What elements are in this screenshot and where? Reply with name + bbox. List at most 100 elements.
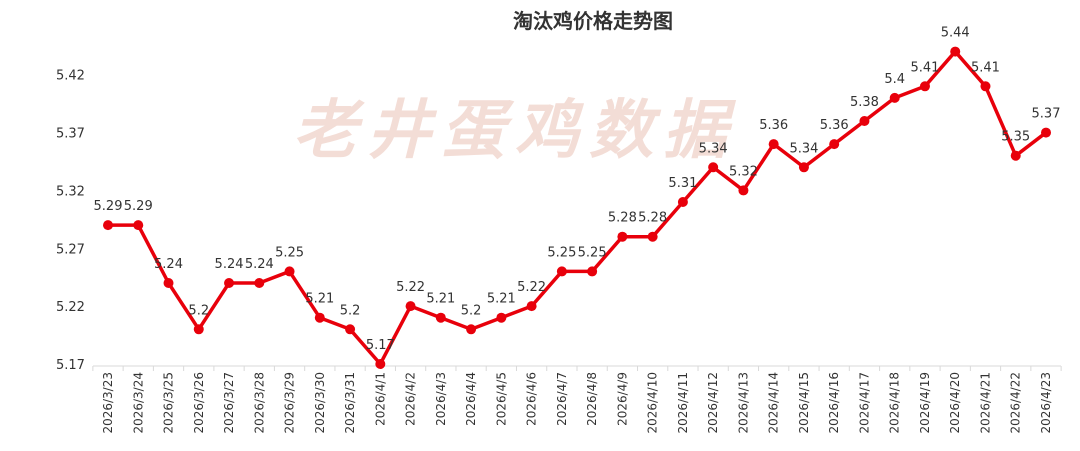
data-label: 5.22 [517, 280, 546, 295]
data-labels: 5.29 5.295.245.25.24 5.245.255.215.25.175.… [94, 26, 1061, 353]
x-tick-label: 2026/3/24 [131, 372, 145, 434]
x-tick-label: 2026/4/15 [797, 372, 811, 434]
x-tick-label: 2026/3/28 [252, 372, 266, 434]
data-label: 5.34 [789, 141, 818, 156]
data-point [133, 220, 144, 231]
data-point [587, 266, 598, 277]
data-label: 5.41 [971, 60, 1000, 75]
x-tick-label: 2026/4/21 [978, 372, 992, 434]
data-label: 5.4 [884, 72, 905, 87]
x-tick-label: 2026/4/14 [767, 372, 781, 434]
x-tick-label: 2026/4/22 [1009, 372, 1023, 434]
x-tick-label: 2026/4/3 [434, 372, 448, 426]
x-tick-label: 2026/4/2 [404, 372, 418, 426]
series-line [106, 49, 1048, 366]
x-tick-label: 2026/4/4 [464, 372, 478, 426]
x-tick-label: 2026/4/18 [888, 372, 902, 434]
data-label: 5.25 [547, 245, 576, 260]
data-point [768, 139, 779, 150]
data-label: 5.24 [154, 257, 183, 272]
data-label: 5.2 [188, 303, 209, 318]
x-tick-label: 2026/3/27 [222, 372, 236, 434]
x-tick-label: 2026/4/23 [1039, 372, 1053, 434]
data-label: 5.24 [245, 257, 274, 272]
data-label: 5.29 [94, 199, 123, 214]
x-tick-label: 2026/4/16 [827, 372, 841, 434]
x-tick-label: 2026/3/30 [313, 372, 327, 434]
x-tick-label: 2026/4/11 [676, 372, 690, 434]
data-label: 5.17 [366, 338, 395, 353]
data-points [103, 46, 1051, 369]
data-label: 5.25 [578, 245, 607, 260]
x-tick-label: 2026/3/31 [343, 372, 357, 434]
data-label: 5.32 [729, 164, 758, 179]
x-tick-label: 2026/4/6 [525, 372, 539, 426]
data-point [466, 324, 477, 335]
data-point [708, 162, 719, 173]
data-point [677, 197, 688, 207]
data-label: 5.37 [1032, 107, 1061, 122]
data-label: 5.2 [340, 303, 361, 318]
data-point [980, 81, 991, 92]
x-tick-label: 2026/4/7 [555, 372, 569, 426]
y-axis-ticks: 5.17 5.22 5.27 5.32 5.37 5.42 [56, 69, 85, 373]
data-label: 5.29 [124, 199, 153, 214]
data-point [224, 278, 235, 288]
x-tick-label: 2026/4/17 [857, 372, 871, 434]
x-tick-label: 2026/3/29 [283, 372, 297, 434]
data-point [1010, 150, 1021, 161]
data-label: 5.41 [910, 60, 939, 75]
y-tick-label: 5.27 [56, 242, 85, 257]
x-tick-label: 2026/4/1 [373, 372, 387, 426]
x-tick-label: 2026/4/5 [494, 372, 508, 426]
data-label: 5.31 [668, 176, 697, 191]
data-label: 5.22 [396, 280, 425, 295]
x-tick-label: 2026/4/20 [948, 372, 962, 434]
data-label: 5.21 [305, 292, 334, 307]
data-label: 5.34 [699, 141, 728, 156]
data-label: 5.24 [215, 257, 244, 272]
data-label: 5.25 [275, 245, 304, 260]
x-tick-label: 2026/3/23 [101, 372, 115, 434]
data-point [859, 116, 870, 126]
x-tick-label: 2026/4/9 [615, 372, 629, 426]
data-point [163, 278, 174, 288]
data-label: 5.21 [426, 292, 455, 307]
data-label: 5.35 [1001, 130, 1030, 145]
data-label: 5.28 [638, 211, 667, 226]
chart-title: 淘汰鸡价格走势图 [513, 9, 673, 33]
data-point [496, 312, 507, 323]
data-point [1041, 127, 1051, 138]
data-point [103, 220, 113, 231]
x-axis-ticks: 2026/3/23 2026/3/24 2026/3/25 2026/3/26 2026… [92, 366, 1062, 434]
data-point [738, 185, 749, 196]
chart-watermark: 老井蛋鸡数据 [293, 93, 737, 168]
x-tick-label: 2026/3/25 [162, 372, 176, 434]
y-tick-label: 5.32 [56, 184, 85, 199]
data-label: 5.36 [759, 118, 788, 133]
data-point [798, 162, 809, 173]
y-tick-label: 5.17 [56, 358, 85, 373]
data-label: 5.28 [608, 211, 637, 226]
x-tick-label: 2026/4/13 [736, 372, 750, 434]
x-tick-label: 2026/3/26 [192, 372, 206, 434]
x-tick-label: 2026/4/8 [585, 372, 599, 426]
data-label: 5.2 [461, 303, 482, 318]
y-tick-label: 5.37 [56, 127, 85, 142]
data-point [526, 301, 537, 312]
data-label: 5.36 [820, 118, 849, 133]
data-point [919, 81, 930, 92]
data-point [647, 231, 658, 242]
data-label: 5.44 [941, 26, 970, 41]
x-tick-label: 2026/4/12 [706, 372, 720, 434]
data-point [345, 324, 356, 335]
data-point [375, 359, 386, 369]
x-tick-label: 2026/4/19 [918, 372, 932, 434]
data-label: 5.21 [487, 292, 516, 307]
data-point [405, 301, 416, 312]
data-label: 5.38 [850, 95, 879, 110]
data-point [829, 139, 840, 150]
y-tick-label: 5.22 [56, 300, 85, 315]
